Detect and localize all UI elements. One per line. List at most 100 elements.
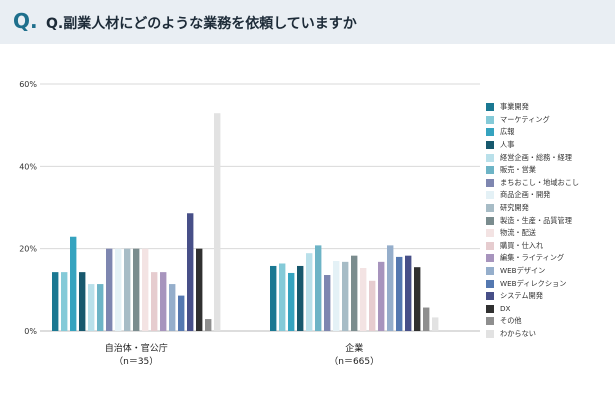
bar (270, 265, 277, 331)
legend-item: 製造・生産・品質管理 (486, 214, 611, 227)
bar (333, 261, 340, 331)
bar (414, 267, 421, 331)
legend-label: 人事 (500, 140, 515, 150)
bar (52, 272, 59, 331)
legend-swatch (486, 241, 494, 250)
legend-label: WEBデザイン (500, 266, 546, 276)
bar (124, 248, 131, 331)
legend-swatch (486, 153, 494, 162)
bar (214, 113, 221, 331)
legend-label: わからない (500, 328, 536, 338)
legend-item: わからない (486, 328, 611, 341)
bar (79, 272, 86, 331)
legend-item: 購買・仕入れ (486, 240, 611, 253)
bar (151, 272, 158, 331)
legend-label: 広報 (500, 127, 515, 137)
bar (133, 248, 140, 331)
x-category-label: 企業 (345, 342, 363, 354)
bar (196, 248, 203, 331)
legend-item: 販売・営業 (486, 164, 611, 177)
legend-swatch (486, 267, 494, 276)
bar (423, 307, 430, 331)
bar (205, 319, 212, 331)
bar (142, 248, 149, 331)
legend-item: WEBディレクション (486, 277, 611, 290)
q-mark: Q. (13, 9, 38, 33)
legend-item: 研究開発 (486, 202, 611, 215)
legend-label: 事業開発 (500, 102, 529, 112)
legend-item: 人事 (486, 139, 611, 152)
x-category-sublabel: （n＝35） (114, 356, 158, 367)
chart-legend: 事業開発マーケティング 広報人事経営企画・総務・経理 販売・営業まちおこし・地域おこ… (486, 101, 611, 340)
legend-swatch (486, 216, 494, 225)
legend-swatch (486, 317, 494, 326)
bar (61, 272, 68, 331)
legend-item: DX (486, 303, 611, 316)
bar (351, 255, 358, 331)
bar (70, 236, 77, 331)
legend-label: システム開発 (500, 291, 543, 301)
bar (432, 317, 439, 331)
y-tick-label: 0% (24, 327, 37, 336)
legend-item: その他 (486, 315, 611, 328)
bar (115, 248, 122, 331)
chart-title: Q.副業人材にどのような業務を依頼していますか (46, 16, 357, 32)
legend-label: WEBディレクション (500, 278, 567, 288)
legend-item: 経営企画・総務・経理 (486, 151, 611, 164)
bar (88, 284, 95, 331)
bar (315, 245, 322, 331)
legend-swatch (486, 292, 494, 301)
bar (178, 295, 185, 331)
legend-label: 経営企画・総務・経理 (500, 152, 572, 162)
bar (405, 255, 412, 331)
legend-swatch (486, 279, 494, 288)
x-category-label: 自治体・官公庁 (105, 342, 168, 354)
bar (396, 256, 403, 331)
legend-label: 編集・ライティング (500, 253, 565, 263)
legend-swatch (486, 304, 494, 313)
bar (187, 213, 194, 331)
legend-swatch (486, 103, 494, 112)
legend-item: マーケティング (486, 114, 611, 127)
bar (360, 268, 367, 331)
legend-swatch (486, 128, 494, 137)
bar (342, 261, 349, 331)
legend-swatch (486, 115, 494, 124)
legend-swatch (486, 178, 494, 187)
legend-label: 物流・配送 (500, 228, 536, 238)
header-bar: Q. Q.副業人材にどのような業務を依頼していますか (0, 0, 615, 44)
y-tick-label: 40% (19, 162, 37, 171)
legend-item: システム開発 (486, 290, 611, 303)
legend-item: 事業開発 (486, 101, 611, 114)
legend-swatch (486, 141, 494, 150)
y-tick-label: 60% (19, 80, 37, 89)
legend-swatch (486, 204, 494, 213)
legend-label: DX (500, 304, 511, 314)
bar (169, 284, 176, 331)
legend-item: WEBデザイン (486, 265, 611, 278)
legend-label: マーケティング (500, 114, 550, 124)
legend-item: 広報 (486, 126, 611, 139)
bar (324, 275, 331, 331)
legend-item: 編集・ライティング (486, 252, 611, 265)
legend-label: その他 (500, 316, 522, 326)
y-tick-label: 20% (19, 245, 37, 254)
bar (97, 284, 104, 331)
legend-swatch (486, 191, 494, 200)
legend-label: 購買・仕入れ (500, 240, 544, 250)
legend-label: 販売・営業 (500, 165, 536, 175)
legend-label: 製造・生産・品質管理 (500, 215, 572, 225)
legend-swatch (486, 254, 494, 263)
bar (279, 263, 286, 331)
bar-chart: 0% 20% 40% 60% 自治体・官公庁 （n＝35） 企業 （n＝665） (19, 80, 480, 367)
legend-item: まちおこし・地域おこし (486, 177, 611, 190)
legend-label: 研究開発 (500, 203, 529, 213)
legend-item: 商品企画・開発 (486, 189, 611, 202)
bar (288, 272, 295, 331)
bar (297, 265, 304, 331)
legend-item: 物流・配送 (486, 227, 611, 240)
legend-swatch (486, 166, 494, 175)
x-category-sublabel: （n＝665） (329, 356, 379, 367)
bar (378, 261, 385, 331)
bar (106, 248, 113, 331)
